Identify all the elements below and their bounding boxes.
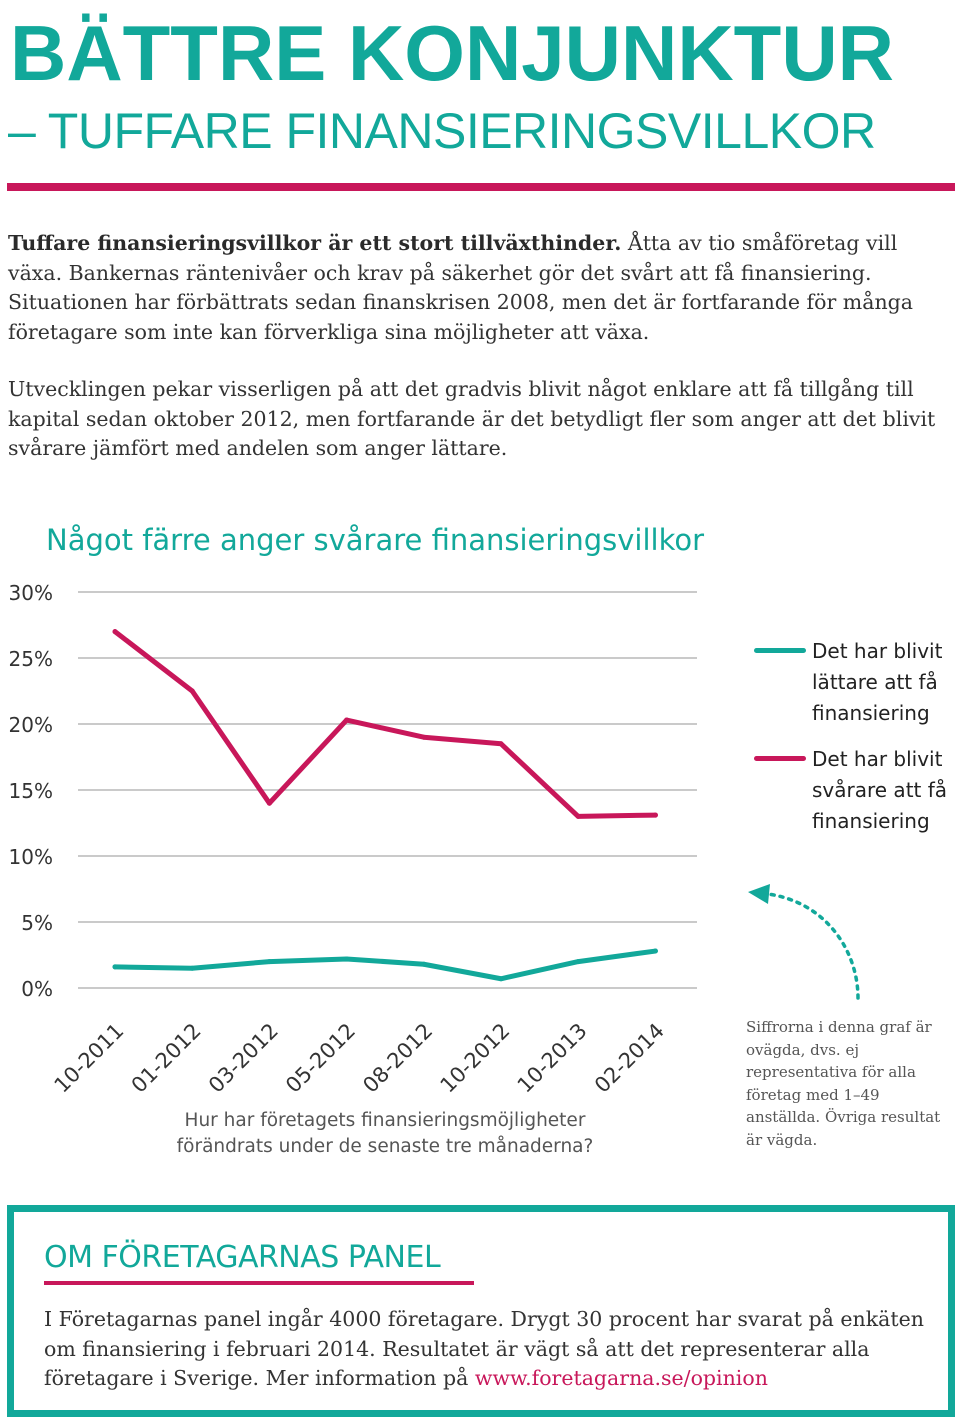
panel-title-underline bbox=[44, 1281, 474, 1285]
x-tick-label: 05-2012 bbox=[281, 1019, 360, 1098]
opinion-link[interactable]: www.foretagarna.se/opinion bbox=[474, 1366, 768, 1390]
x-tick-label: 02-2014 bbox=[590, 1019, 669, 1098]
y-tick-label: 10% bbox=[9, 845, 53, 869]
panel-text: I Företagarnas panel ingår 4000 företaga… bbox=[44, 1307, 924, 1390]
data-point-easier bbox=[575, 959, 581, 965]
intro-paragraph-1: Tuffare finansieringsvillkor är ett stor… bbox=[8, 229, 953, 347]
dotted-arrow-icon bbox=[748, 884, 860, 1000]
series-line-harder bbox=[112, 629, 658, 819]
data-point-easier bbox=[421, 961, 427, 967]
data-point-easier bbox=[344, 956, 350, 962]
data-point-easier bbox=[498, 976, 504, 982]
intro-paragraph-2: Utvecklingen pekar visserligen på att de… bbox=[8, 377, 936, 460]
series-line-easier bbox=[112, 948, 658, 982]
x-tick-label: 03-2012 bbox=[204, 1019, 283, 1098]
chart-title: Något färre anger svårare finansieringsv… bbox=[46, 523, 705, 557]
data-point-harder bbox=[189, 688, 195, 694]
intro-lead: Tuffare finansieringsvillkor är ett stor… bbox=[8, 231, 622, 255]
intro-text-1: Åtta av tio småföretag vill växa. Banker… bbox=[8, 231, 913, 344]
data-point-harder bbox=[421, 734, 427, 740]
chart-question: Hur har företagets finansieringsmöjlighe… bbox=[176, 1110, 594, 1157]
page-title: BÄTTRE KONJUNKTUR bbox=[10, 9, 894, 97]
data-point-harder bbox=[344, 717, 350, 723]
panel-body: I Företagarnas panel ingår 4000 företaga… bbox=[44, 1305, 934, 1394]
header-divider bbox=[7, 183, 955, 191]
y-tick-label: 25% bbox=[9, 647, 53, 671]
data-point-easier bbox=[266, 959, 272, 965]
data-point-harder bbox=[575, 813, 581, 819]
data-point-harder bbox=[112, 629, 118, 635]
line-chart: 0% 5% 10% 15% 20% 25% 30% 10-201101-201203-2012… bbox=[9, 581, 697, 1098]
legend-label-harder: Det har blivit svårare att få finansieri… bbox=[812, 747, 948, 833]
data-point-harder bbox=[498, 741, 504, 747]
x-tick-label: 08-2012 bbox=[358, 1019, 437, 1098]
panel-box bbox=[7, 1205, 955, 1417]
y-tick-label: 5% bbox=[21, 911, 53, 935]
y-tick-label: 0% bbox=[21, 977, 53, 1001]
data-point-harder bbox=[266, 800, 272, 806]
y-tick-label: 20% bbox=[9, 713, 53, 737]
x-tick-label: 10-2013 bbox=[513, 1019, 592, 1098]
data-point-easier bbox=[652, 948, 658, 954]
page-subtitle: – TUFFARE FINANSIERINGSVILLKOR bbox=[8, 103, 876, 159]
legend-label-easier: Det har blivit lättare att få finansieri… bbox=[812, 639, 943, 725]
legend-swatch-harder bbox=[754, 756, 806, 761]
data-point-easier bbox=[112, 964, 118, 970]
chart-footnote: Siffrorna i denna graf är ovägda, dvs. e… bbox=[746, 1018, 941, 1149]
x-tick-label: 10-2012 bbox=[436, 1019, 515, 1098]
data-point-easier bbox=[189, 965, 195, 971]
data-point-harder bbox=[652, 812, 658, 818]
x-tick-label: 10-2011 bbox=[50, 1019, 129, 1098]
y-tick-label: 15% bbox=[9, 779, 53, 803]
x-tick-label: 01-2012 bbox=[127, 1019, 206, 1098]
panel-title: OM FÖRETAGARNAS PANEL bbox=[44, 1240, 441, 1275]
legend-swatch-easier bbox=[754, 648, 806, 653]
y-tick-label: 30% bbox=[9, 581, 53, 605]
